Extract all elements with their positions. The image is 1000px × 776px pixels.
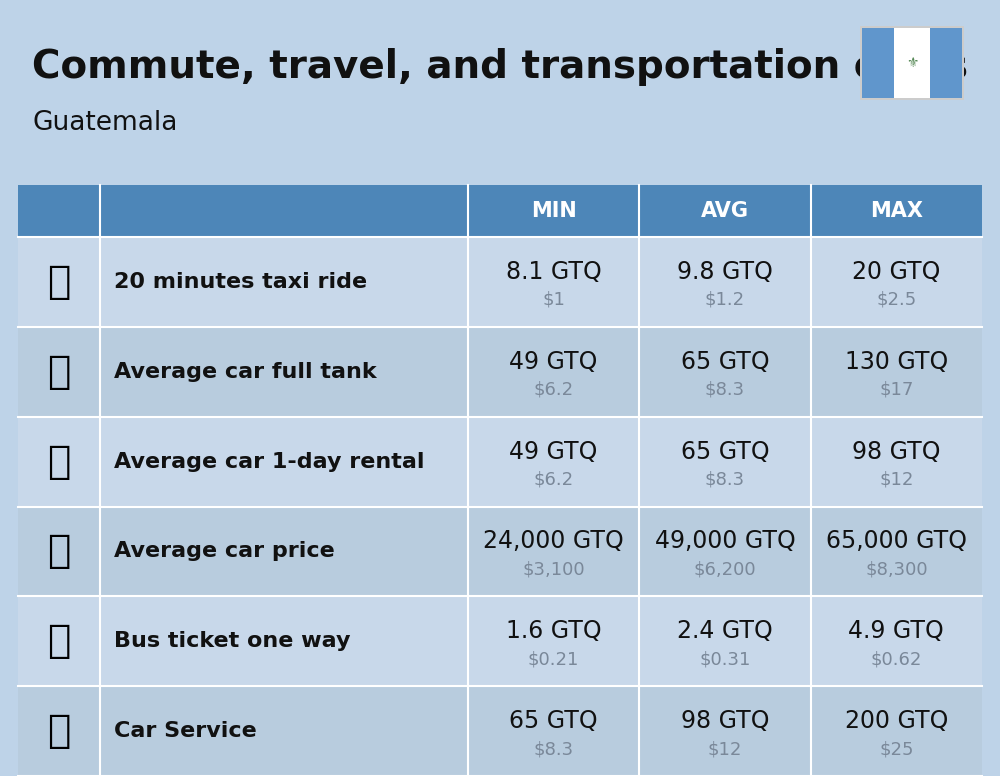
Text: $8,300: $8,300 (865, 560, 928, 578)
Text: ⚜: ⚜ (906, 56, 918, 70)
Text: 4.9 GTQ: 4.9 GTQ (848, 619, 944, 643)
Text: $8.3: $8.3 (534, 740, 574, 758)
Text: 130 GTQ: 130 GTQ (845, 350, 948, 374)
Text: $6.2: $6.2 (534, 470, 574, 489)
Text: 20 GTQ: 20 GTQ (852, 260, 941, 284)
Text: $6,200: $6,200 (694, 560, 756, 578)
Bar (862, 28, 894, 98)
Text: 🚌: 🚌 (47, 622, 71, 660)
Bar (18, 686, 982, 776)
Text: Average car 1-day rental: Average car 1-day rental (114, 452, 424, 472)
Text: $0.31: $0.31 (699, 650, 751, 668)
Text: 49,000 GTQ: 49,000 GTQ (655, 529, 795, 553)
Text: 🚗: 🚗 (47, 712, 71, 750)
Text: 🚘: 🚘 (47, 532, 71, 570)
Text: 49 GTQ: 49 GTQ (509, 439, 598, 463)
Text: 65,000 GTQ: 65,000 GTQ (826, 529, 967, 553)
Text: $1.2: $1.2 (705, 291, 745, 309)
Bar (18, 237, 982, 327)
Text: 1.6 GTQ: 1.6 GTQ (506, 619, 601, 643)
Text: Average car full tank: Average car full tank (114, 362, 377, 382)
Bar (18, 417, 982, 507)
Bar (894, 28, 930, 98)
Bar (0, 160, 1000, 185)
Text: 200 GTQ: 200 GTQ (845, 709, 948, 733)
Bar (18, 596, 982, 686)
Text: AVG: AVG (701, 201, 749, 221)
Text: MAX: MAX (870, 201, 923, 221)
Text: $6.2: $6.2 (534, 381, 574, 399)
Text: Bus ticket one way: Bus ticket one way (114, 631, 351, 651)
Text: 24,000 GTQ: 24,000 GTQ (483, 529, 624, 553)
Text: $12: $12 (879, 470, 914, 489)
Text: $25: $25 (879, 740, 914, 758)
Text: $0.62: $0.62 (871, 650, 922, 668)
Text: 2.4 GTQ: 2.4 GTQ (677, 619, 773, 643)
Text: 49 GTQ: 49 GTQ (509, 350, 598, 374)
Text: $0.21: $0.21 (528, 650, 579, 668)
Text: Commute, travel, and transportation costs: Commute, travel, and transportation cost… (32, 48, 968, 86)
Text: Guatemala: Guatemala (32, 110, 177, 136)
Text: MIN: MIN (531, 201, 577, 221)
Text: 98 GTQ: 98 GTQ (681, 709, 769, 733)
Text: 🚗: 🚗 (47, 442, 71, 480)
Bar (18, 185, 982, 237)
Text: $17: $17 (879, 381, 914, 399)
Text: $8.3: $8.3 (705, 470, 745, 489)
Bar (18, 327, 982, 417)
Text: Average car price: Average car price (114, 542, 335, 561)
Text: 65 GTQ: 65 GTQ (681, 439, 769, 463)
Text: 98 GTQ: 98 GTQ (852, 439, 941, 463)
Text: 20 minutes taxi ride: 20 minutes taxi ride (114, 272, 367, 292)
Bar (860, 26, 964, 100)
Text: 65 GTQ: 65 GTQ (681, 350, 769, 374)
Text: 🚕: 🚕 (47, 263, 71, 301)
Text: 65 GTQ: 65 GTQ (509, 709, 598, 733)
Text: $3,100: $3,100 (522, 560, 585, 578)
Text: ⛽: ⛽ (47, 353, 71, 391)
Text: 8.1 GTQ: 8.1 GTQ (506, 260, 602, 284)
Text: $2.5: $2.5 (876, 291, 916, 309)
Bar (930, 28, 962, 98)
Text: 9.8 GTQ: 9.8 GTQ (677, 260, 773, 284)
Text: $12: $12 (708, 740, 742, 758)
Text: $8.3: $8.3 (705, 381, 745, 399)
Bar (18, 507, 982, 596)
Text: $1: $1 (542, 291, 565, 309)
Text: Car Service: Car Service (114, 721, 257, 741)
